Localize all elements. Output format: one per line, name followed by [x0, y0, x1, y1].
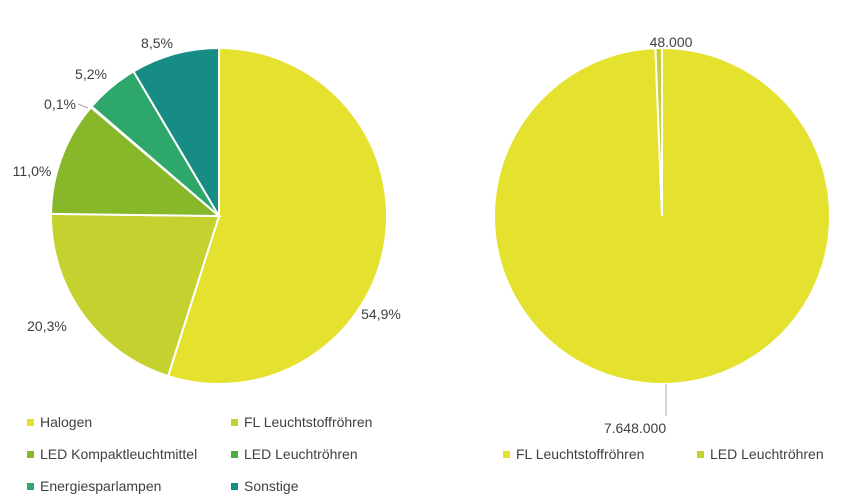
legend-label: LED Leuchtröhren: [244, 446, 358, 462]
legend-swatch: [503, 450, 510, 458]
legend-swatch: [27, 418, 34, 426]
legend-label: Energiesparlampen: [40, 478, 162, 494]
legend-swatch: [27, 482, 34, 490]
legend1-item-halogen: Halogen: [27, 413, 92, 431]
legend1-item-fl-leuchtstoffr-hren: FL Leuchtstoffröhren: [231, 413, 372, 431]
legend-swatch: [27, 450, 34, 458]
pie1-data-label-energiesparlampen: 5,2%: [75, 66, 107, 82]
legend1-item-led-kompaktleuchtmittel: LED Kompaktleuchtmittel: [27, 445, 197, 463]
pie1-data-label-fl-leuchtstoffr-hren: 20,3%: [27, 318, 67, 334]
pie1-data-label-sonstige: 8,5%: [141, 35, 173, 51]
legend-label: LED Kompaktleuchtmittel: [40, 446, 198, 462]
pie1-slice-sonstige: [132, 46, 220, 220]
legend-label: Sonstige: [244, 478, 299, 494]
legend2-item-led-leuchtr-hren: LED Leuchtröhren: [697, 445, 824, 463]
pie1-data-label-led-kompaktleuchtmittel: 11,0%: [13, 163, 52, 179]
legend-label: FL Leuchtstoffröhren: [516, 446, 645, 462]
legend1-item-energiesparlampen: Energiesparlampen: [27, 477, 161, 495]
pie2-slice-led-leuchtr-hren: [654, 46, 663, 217]
legend-label: Halogen: [40, 414, 93, 430]
pie1-leader-led-leuchtr-hren: [77, 103, 89, 109]
pie2-data-label-led-leuchtr-hren: 48.000: [650, 34, 693, 50]
pie2-data-label-fl-leuchtstoffr-hren: 7.648.000: [604, 420, 666, 436]
pie1-data-label-halogen: 54,9%: [361, 306, 401, 322]
legend1-item-led-leuchtr-hren: LED Leuchtröhren: [231, 445, 358, 463]
pie1-slice-fl-leuchtstoffr-hren: [50, 212, 221, 378]
pie1-slice-led-kompaktleuchtmittel: [50, 105, 222, 218]
pie1-slice-halogen: [166, 46, 388, 385]
pie1-data-label-led-leuchtr-hren: 0,1%: [44, 96, 76, 112]
legend-swatch: [231, 450, 238, 458]
legend-swatch: [231, 482, 238, 490]
legend-label: FL Leuchtstoffröhren: [244, 414, 373, 430]
legend-swatch: [231, 418, 238, 426]
legend-label: LED Leuchtröhren: [710, 446, 824, 462]
legend1-item-sonstige: Sonstige: [231, 477, 298, 495]
legend2-item-fl-leuchtstoffr-hren: FL Leuchtstoffröhren: [503, 445, 644, 463]
legend-swatch: [697, 450, 704, 458]
